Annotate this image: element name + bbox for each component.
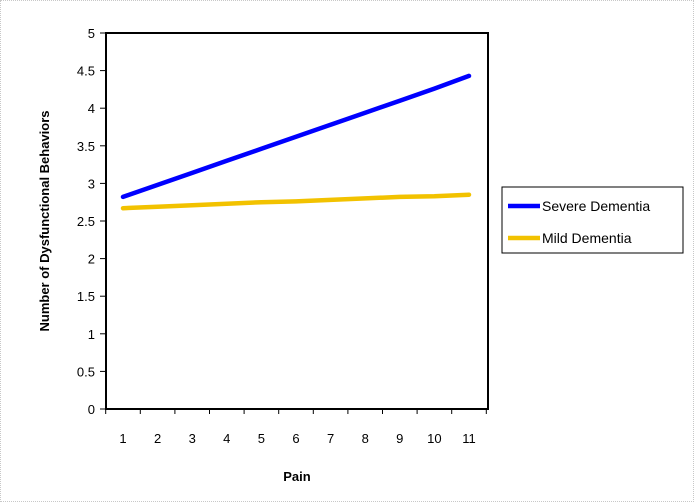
legend-box <box>501 186 684 254</box>
y-tick-label: 0.5 <box>77 364 95 379</box>
y-tick-label: 4 <box>88 101 95 116</box>
y-tick-label: 3.5 <box>77 139 95 154</box>
series-line-severe-dementia <box>120 73 472 200</box>
y-tick-label: 0 <box>88 402 95 417</box>
plot-area <box>105 32 489 410</box>
y-tick-label: 2 <box>88 252 95 267</box>
x-tick-label: 6 <box>292 431 299 446</box>
y-axis-ticks: 0 0.5 1 1.5 2 2.5 3 3.5 4 4.5 5 <box>77 26 106 417</box>
legend-label: Mild Dementia <box>542 230 632 246</box>
y-tick-label: 4.5 <box>77 64 95 79</box>
y-tick-label: 2.5 <box>77 214 95 229</box>
x-tick-label: 1 <box>119 431 126 446</box>
x-tick-label: 3 <box>189 431 196 446</box>
x-tick-label: 4 <box>223 431 230 446</box>
y-tick-label: 1.5 <box>77 289 95 304</box>
x-axis-ticks: 1 2 3 4 5 6 7 8 9 10 11 <box>105 409 487 446</box>
x-tick-label: 10 <box>427 431 441 446</box>
x-axis-title: Pain <box>283 469 311 484</box>
plot-area-group <box>105 32 489 410</box>
x-tick-label: 7 <box>327 431 334 446</box>
y-tick-label: 5 <box>88 26 95 41</box>
y-tick-label: 3 <box>88 176 95 191</box>
series-lines <box>120 73 472 211</box>
series-line-mild-dementia <box>120 192 472 211</box>
x-tick-label: 9 <box>396 431 403 446</box>
legend: Severe Dementia Mild Dementia <box>501 186 684 254</box>
x-tick-label: 8 <box>362 431 369 446</box>
y-tick-label: 1 <box>88 327 95 342</box>
x-tick-label: 2 <box>154 431 161 446</box>
y-axis-title: Number of Dysfunctional Behaviors <box>37 110 52 331</box>
x-tick-label: 11 <box>462 431 476 446</box>
legend-label: Severe Dementia <box>542 198 650 214</box>
x-tick-label: 5 <box>258 431 265 446</box>
